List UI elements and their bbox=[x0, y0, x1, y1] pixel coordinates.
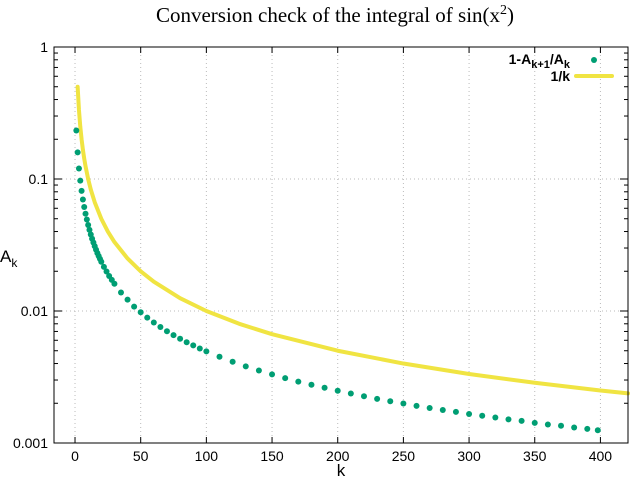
legend-label-inverse-k: 1/k bbox=[551, 68, 571, 84]
plot-frame bbox=[53, 46, 629, 444]
data-point-ratio bbox=[78, 187, 85, 194]
x-tick-label: 150 bbox=[260, 448, 284, 464]
data-point-ratio bbox=[594, 427, 601, 434]
data-point-ratio bbox=[426, 405, 433, 412]
data-point-ratio bbox=[347, 390, 354, 397]
data-point-ratio bbox=[308, 381, 315, 388]
data-point-ratio bbox=[413, 402, 420, 409]
legend-label-ratio: 1-Ak+1/Ak bbox=[509, 51, 571, 71]
data-point-ratio bbox=[117, 289, 124, 296]
data-point-ratio bbox=[558, 422, 565, 429]
data-point-ratio bbox=[83, 216, 90, 223]
data-point-ratio bbox=[584, 425, 591, 432]
y-tick-label: 0.1 bbox=[29, 171, 49, 187]
data-point-ratio bbox=[98, 258, 105, 265]
data-point-ratio bbox=[374, 395, 381, 402]
data-point-ratio bbox=[177, 335, 184, 342]
y-axis-label: Ak bbox=[0, 247, 18, 270]
data-point-ratio bbox=[196, 345, 203, 352]
data-point-ratio bbox=[73, 127, 80, 134]
data-point-ratio bbox=[75, 165, 82, 172]
data-point-ratio bbox=[183, 339, 190, 346]
data-point-ratio bbox=[131, 303, 138, 310]
data-point-ratio bbox=[86, 226, 93, 233]
data-point-ratio bbox=[518, 417, 525, 424]
x-tick-label: 100 bbox=[195, 448, 219, 464]
x-tick-label: 300 bbox=[457, 448, 481, 464]
data-point-ratio bbox=[439, 406, 446, 413]
data-point-ratio bbox=[85, 222, 92, 229]
data-point-ratio bbox=[216, 353, 223, 360]
data-point-ratio bbox=[74, 149, 81, 156]
x-tick-label: 50 bbox=[133, 448, 149, 464]
data-point-ratio bbox=[360, 393, 367, 400]
data-point-ratio bbox=[77, 177, 84, 184]
y-tick-label: 0.001 bbox=[13, 435, 48, 451]
data-point-ratio bbox=[255, 367, 262, 374]
data-point-ratio bbox=[144, 314, 151, 321]
x-tick-label: 250 bbox=[392, 448, 416, 464]
data-point-ratio bbox=[531, 419, 538, 426]
data-point-ratio bbox=[157, 324, 164, 331]
data-point-ratio bbox=[150, 319, 157, 326]
data-point-ratio bbox=[571, 424, 578, 431]
data-point-ratio bbox=[190, 342, 197, 349]
data-point-ratio bbox=[203, 348, 210, 355]
data-point-ratio bbox=[492, 414, 499, 421]
data-point-ratio bbox=[400, 400, 407, 407]
data-point-ratio bbox=[321, 384, 328, 391]
data-point-ratio bbox=[269, 371, 276, 378]
x-axis-label: k bbox=[337, 461, 346, 480]
data-point-ratio bbox=[544, 421, 551, 428]
data-point-ratio bbox=[100, 263, 107, 270]
data-point-ratio bbox=[466, 410, 473, 417]
data-point-ratio bbox=[81, 204, 88, 211]
data-point-ratio bbox=[295, 378, 302, 385]
data-layer bbox=[73, 84, 630, 434]
data-point-ratio bbox=[103, 268, 110, 275]
x-tick-label: 350 bbox=[523, 448, 547, 464]
x-tick-label: 400 bbox=[589, 448, 613, 464]
x-tick-label: 0 bbox=[71, 448, 79, 464]
data-point-ratio bbox=[163, 328, 170, 335]
data-point-ratio bbox=[229, 358, 236, 365]
data-point-ratio bbox=[387, 398, 394, 405]
data-point-ratio bbox=[82, 210, 89, 217]
legend: 1-Ak+1/Ak 1/k bbox=[509, 51, 614, 84]
data-point-ratio bbox=[282, 375, 289, 382]
legend-marker-ratio bbox=[591, 57, 597, 63]
axes: 0 50 100 150 200 250 300 350 400 1 0.1 0.01 0.001 bbox=[13, 39, 628, 464]
data-point-ratio bbox=[505, 416, 512, 423]
data-point-ratio bbox=[170, 332, 177, 339]
data-point-ratio bbox=[452, 408, 459, 415]
x-tick-label: 200 bbox=[326, 448, 350, 464]
data-point-ratio bbox=[79, 196, 86, 203]
y-tick-label: 1 bbox=[40, 39, 48, 55]
y-tick-label: 0.01 bbox=[21, 303, 48, 319]
data-point-ratio bbox=[334, 387, 341, 394]
data-point-ratio bbox=[137, 309, 144, 316]
data-point-ratio bbox=[242, 363, 249, 370]
data-point-ratio bbox=[111, 280, 118, 287]
chart-title: Conversion check of the integral of sin(… bbox=[156, 3, 514, 27]
data-point-ratio bbox=[479, 412, 486, 419]
data-point-ratio bbox=[124, 296, 131, 303]
series-inverse-k-line bbox=[75, 84, 630, 396]
